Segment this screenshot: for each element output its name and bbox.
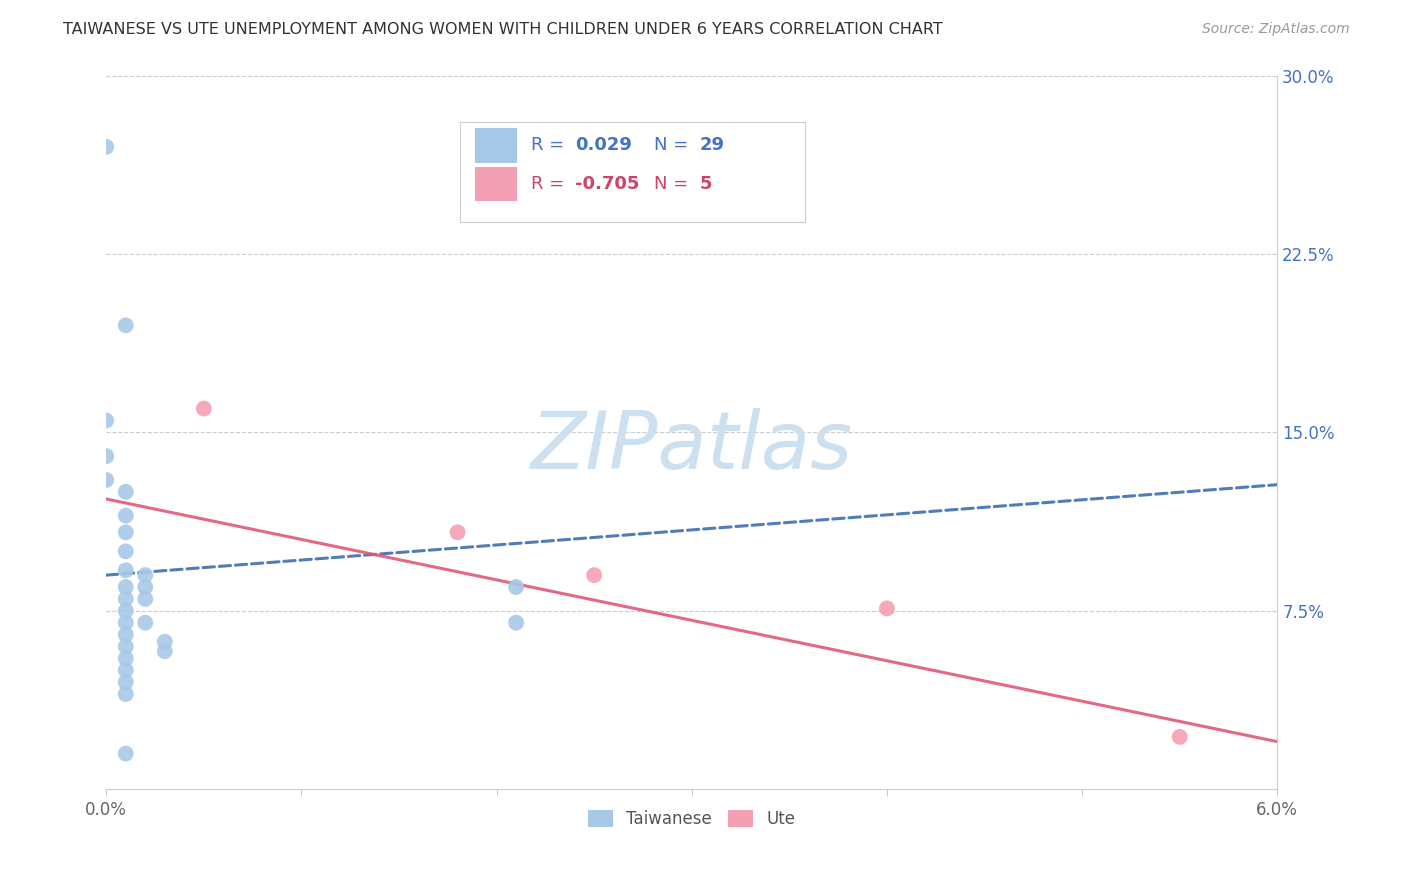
FancyBboxPatch shape	[475, 128, 517, 162]
Point	[446, 525, 468, 540]
Point	[114, 651, 136, 665]
Text: 5: 5	[700, 175, 713, 193]
Point	[114, 591, 136, 606]
Point	[134, 615, 156, 630]
FancyBboxPatch shape	[475, 167, 517, 201]
Point	[134, 580, 156, 594]
Point	[114, 747, 136, 761]
Point	[114, 604, 136, 618]
Point	[1168, 730, 1191, 744]
Point	[114, 675, 136, 690]
Point	[96, 413, 118, 427]
FancyBboxPatch shape	[460, 122, 806, 222]
Text: Source: ZipAtlas.com: Source: ZipAtlas.com	[1202, 22, 1350, 37]
Point	[114, 663, 136, 677]
Legend: Taiwanese, Ute: Taiwanese, Ute	[581, 803, 803, 834]
Point	[114, 508, 136, 523]
Point	[114, 318, 136, 333]
Point	[134, 591, 156, 606]
Point	[114, 615, 136, 630]
Point	[96, 449, 118, 463]
Point	[193, 401, 215, 416]
Point	[114, 687, 136, 701]
Point	[114, 580, 136, 594]
Point	[153, 634, 176, 648]
Text: R =: R =	[531, 136, 565, 154]
Point	[114, 627, 136, 641]
Point	[505, 580, 527, 594]
Point	[114, 525, 136, 540]
Point	[505, 615, 527, 630]
Text: 0.029: 0.029	[575, 136, 631, 154]
Point	[114, 563, 136, 577]
Point	[114, 640, 136, 654]
Text: -0.705: -0.705	[575, 175, 640, 193]
Point	[134, 568, 156, 582]
Point	[876, 601, 898, 615]
Point	[96, 140, 118, 154]
Text: N =: N =	[654, 136, 689, 154]
Text: N =: N =	[654, 175, 689, 193]
Point	[583, 568, 606, 582]
Text: ZIPatlas: ZIPatlas	[530, 408, 853, 485]
Text: R =: R =	[531, 175, 565, 193]
Point	[114, 484, 136, 499]
Point	[96, 473, 118, 487]
Point	[153, 644, 176, 658]
Text: 29: 29	[700, 136, 725, 154]
Point	[114, 544, 136, 558]
Text: TAIWANESE VS UTE UNEMPLOYMENT AMONG WOMEN WITH CHILDREN UNDER 6 YEARS CORRELATIO: TAIWANESE VS UTE UNEMPLOYMENT AMONG WOME…	[63, 22, 943, 37]
